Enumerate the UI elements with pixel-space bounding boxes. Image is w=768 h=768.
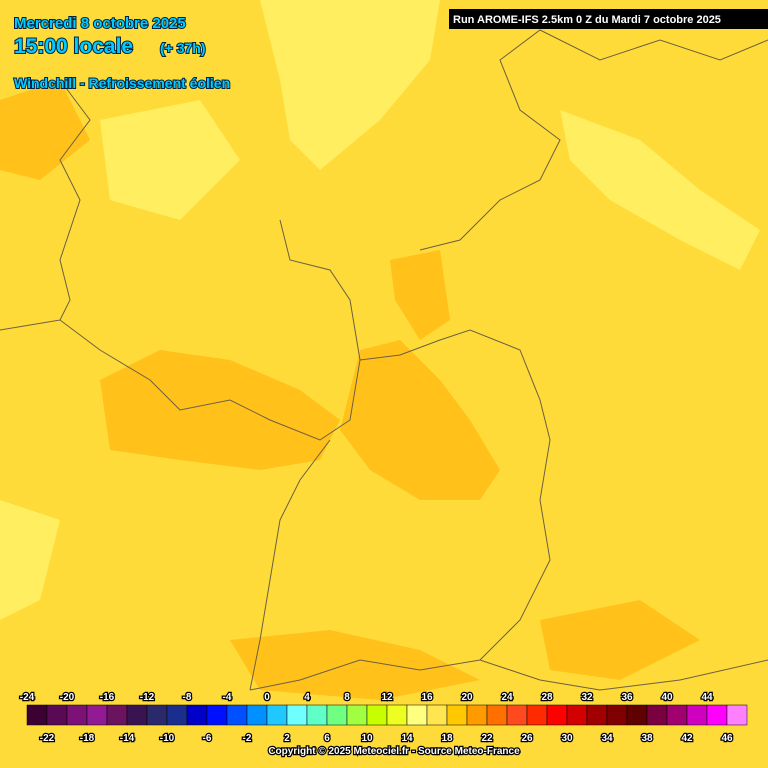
legend-swatch xyxy=(66,704,88,726)
legend-label: 46 xyxy=(721,733,733,744)
legend-label: -2 xyxy=(243,733,252,744)
legend-swatch xyxy=(706,704,728,726)
legend-swatch xyxy=(206,704,228,726)
time: 15:00 locale xyxy=(14,35,133,58)
date: Mercredi 8 octobre 2025 xyxy=(14,15,186,32)
legend-label: 28 xyxy=(541,692,553,703)
legend-swatch xyxy=(546,704,568,726)
legend-label: 26 xyxy=(521,733,533,744)
legend-label: 0 xyxy=(264,692,270,703)
legend-label: -8 xyxy=(183,692,192,703)
legend-label: 10 xyxy=(361,733,373,744)
legend-label: -14 xyxy=(120,733,135,744)
legend-swatch xyxy=(626,704,648,726)
legend-swatch xyxy=(366,704,388,726)
legend-swatch xyxy=(146,704,168,726)
legend-label: -12 xyxy=(140,692,155,703)
legend-label: -16 xyxy=(100,692,115,703)
legend-label: 34 xyxy=(601,733,613,744)
legend-label: 2 xyxy=(284,733,290,744)
lead-time: (+ 37h) xyxy=(160,40,206,56)
legend-swatch xyxy=(666,704,688,726)
run-box xyxy=(449,9,768,29)
legend-label: 12 xyxy=(381,692,393,703)
colder-zones xyxy=(0,0,760,620)
legend: -24-22-20-18-16-14-12-10-8-6-4-202468101… xyxy=(19,691,748,745)
legend-label: 4 xyxy=(304,692,310,703)
parameter: Windchill - Refroissement éolien xyxy=(14,75,230,91)
legend-swatch xyxy=(266,704,288,726)
legend-label: -18 xyxy=(80,733,95,744)
legend-label: 20 xyxy=(461,692,473,703)
legend-swatch xyxy=(526,704,548,726)
legend-label: 6 xyxy=(324,733,330,744)
legend-swatch xyxy=(306,704,328,726)
legend-swatch xyxy=(426,704,448,726)
legend-label: -20 xyxy=(60,692,75,703)
legend-swatch xyxy=(346,704,368,726)
run-info: Run AROME-IFS 2.5km 0 Z du Mardi 7 octob… xyxy=(453,14,721,26)
legend-swatch xyxy=(186,704,208,726)
legend-swatch xyxy=(286,704,308,726)
legend-swatch xyxy=(246,704,268,726)
legend-label: 16 xyxy=(421,692,433,703)
legend-swatch xyxy=(506,704,528,726)
legend-swatch xyxy=(386,704,408,726)
legend-swatch xyxy=(566,704,588,726)
legend-swatch xyxy=(326,704,348,726)
legend-label: 44 xyxy=(701,692,713,703)
legend-label: 36 xyxy=(621,692,633,703)
legend-label: 18 xyxy=(441,733,453,744)
copyright: Copyright © 2025 Meteociel.fr - Source M… xyxy=(268,746,520,757)
legend-swatch xyxy=(486,704,508,726)
legend-swatch xyxy=(126,704,148,726)
legend-swatch xyxy=(106,704,128,726)
legend-swatch xyxy=(446,704,468,726)
legend-swatch xyxy=(646,704,668,726)
legend-label: 42 xyxy=(681,733,693,744)
legend-label: 22 xyxy=(481,733,493,744)
legend-label: 24 xyxy=(501,692,513,703)
legend-swatch xyxy=(686,704,708,726)
legend-swatch xyxy=(586,704,608,726)
legend-swatch xyxy=(26,704,48,726)
legend-swatch xyxy=(86,704,108,726)
legend-swatch xyxy=(226,704,248,726)
legend-label: 38 xyxy=(641,733,653,744)
legend-swatch xyxy=(606,704,628,726)
legend-label: -4 xyxy=(223,692,232,703)
legend-label: 30 xyxy=(561,733,573,744)
legend-label: -24 xyxy=(20,692,35,703)
legend-label: 32 xyxy=(581,692,593,703)
legend-label: -6 xyxy=(203,733,212,744)
legend-swatch xyxy=(406,704,428,726)
legend-label: -22 xyxy=(40,733,55,744)
legend-swatch xyxy=(46,704,68,726)
warmer-zones xyxy=(0,80,700,700)
borders xyxy=(0,29,768,691)
legend-label: 40 xyxy=(661,692,673,703)
legend-label: -10 xyxy=(160,733,175,744)
legend-label: 8 xyxy=(344,692,350,703)
legend-swatch xyxy=(726,704,748,726)
legend-swatch xyxy=(466,704,488,726)
legend-swatch xyxy=(166,704,188,726)
legend-label: 14 xyxy=(401,733,413,744)
